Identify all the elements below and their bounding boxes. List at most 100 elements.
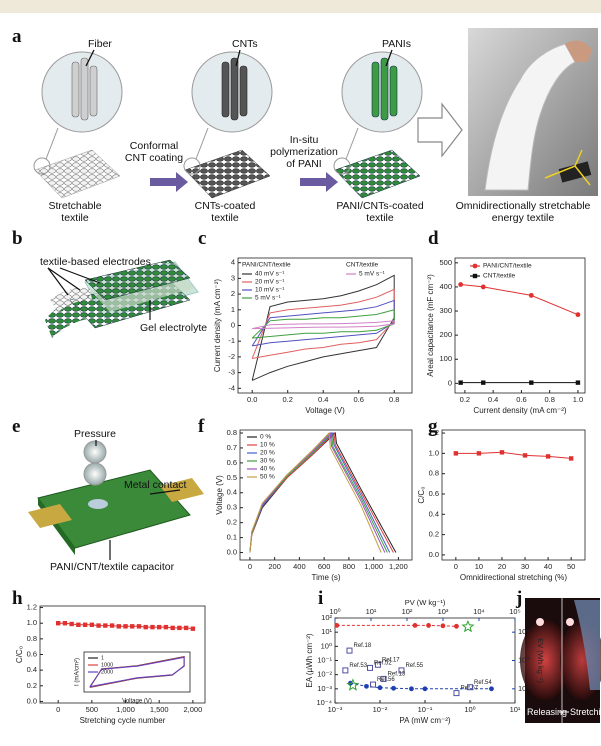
plot-frame	[239, 429, 413, 561]
y-axis-title: C/C₀	[417, 486, 426, 503]
x-axis-title: Time (s)	[311, 573, 340, 582]
marker	[440, 623, 446, 629]
legend-label: 5 mV s⁻¹	[255, 295, 282, 302]
x-tick-label: 1,000	[364, 562, 383, 571]
panel-label: i	[318, 588, 324, 609]
y-axis-title: EA (µWh cm⁻²)	[305, 633, 314, 688]
marker	[374, 661, 381, 668]
callout: PANIs	[382, 38, 411, 50]
legend-label: 20 mV s⁻¹	[255, 279, 285, 286]
y-tick-label: 1.0	[27, 618, 37, 627]
y2-tick-label: 10⁻²	[518, 684, 533, 693]
y-tick-label: -2	[228, 352, 235, 361]
y-tick-label: 0.6	[227, 458, 237, 467]
x-tick-label: 600	[318, 562, 331, 571]
x-axis-title: PA (mW cm⁻²)	[399, 716, 451, 725]
x-tick-label: 500	[86, 705, 99, 714]
marker	[529, 380, 534, 385]
y-tick-label: 1.0	[429, 448, 439, 457]
legend-label: 10 mV s⁻¹	[255, 287, 285, 294]
y-tick-label: 3	[231, 273, 235, 282]
x-tick-label: 10	[475, 562, 483, 571]
panel-label: c	[198, 228, 207, 249]
x-axis-title: Current density (mA cm⁻²)	[473, 406, 566, 415]
panel-label: f	[198, 416, 205, 437]
step-label: Conformal CNT coating	[124, 140, 184, 164]
marker	[370, 681, 377, 688]
caption: Stretchable textile	[48, 200, 102, 224]
label: textile-based electrodes	[40, 256, 151, 268]
y-tick-label: 0.8	[27, 634, 37, 643]
marker	[458, 380, 463, 385]
x-axis-title: Voltage (V)	[122, 699, 152, 705]
y-tick-label: 2	[231, 289, 235, 298]
y-tick-label: 0.7	[227, 443, 237, 452]
point-label: Ref.52	[374, 660, 392, 666]
marker	[472, 273, 478, 279]
panel-label: g	[428, 416, 438, 437]
marker	[69, 621, 74, 627]
x-tick-label: 10¹	[510, 705, 521, 714]
x-tick-label: 10⁰	[464, 705, 475, 714]
label: Gel electrolyte	[140, 322, 208, 334]
panel-b-drawing	[45, 259, 199, 338]
y-tick-label: 0.0	[429, 550, 439, 559]
y-tick-label: 10¹	[321, 627, 332, 636]
marker	[55, 621, 61, 626]
label: Metal contact	[124, 479, 187, 491]
y-tick-label: 0.3	[227, 503, 237, 512]
y-tick-label: 0	[448, 378, 452, 387]
legend-label: CNT/textile	[483, 273, 516, 280]
caption: CNTs-coated textile	[194, 200, 256, 224]
marker	[143, 624, 148, 630]
x2-tick-label: 10⁵	[509, 607, 520, 616]
y-tick-label: 10⁻⁴	[316, 698, 332, 707]
marker	[82, 622, 88, 627]
y-tick-label: 0.2	[429, 530, 439, 539]
legend-label: 40 %	[260, 466, 275, 473]
y-tick-label: 0.8	[227, 428, 237, 437]
x-tick-label: 0.2	[460, 395, 470, 404]
y-tick-label: 10⁻¹	[317, 655, 332, 664]
y-tick-label: 0.4	[429, 509, 439, 518]
caption: PANI/CNTs-coated textile	[336, 200, 424, 224]
y-axis-title: Areal capacitance (mF cm⁻²)	[426, 274, 435, 377]
marker	[409, 686, 414, 692]
point-label: Ref.13	[388, 672, 406, 678]
marker	[575, 312, 581, 318]
marker	[123, 624, 128, 629]
x-tick-label: 0.4	[488, 395, 498, 404]
x-tick-label: 0.2	[282, 395, 292, 404]
x2-tick-label: 10¹	[366, 607, 377, 616]
marker	[458, 282, 464, 287]
x-tick-label: 10⁻¹	[418, 705, 433, 714]
marker	[522, 453, 528, 458]
x-tick-label: 0.4	[318, 395, 328, 404]
series-line	[252, 320, 395, 330]
marker	[157, 624, 162, 630]
legend-label: 5 mV s⁻¹	[359, 271, 386, 278]
marker	[391, 685, 396, 691]
x-tick-label: 1.0	[573, 395, 583, 404]
series-line	[455, 451, 572, 459]
y-tick-label: 1.2	[27, 603, 37, 612]
x-tick-label: 0.8	[389, 395, 399, 404]
y-tick-label: 1.2	[429, 428, 439, 437]
panel-label: e	[12, 416, 21, 437]
point-label: Ref.53	[349, 663, 367, 669]
x-tick-label: 2,000	[183, 705, 202, 714]
x-tick-label: 10⁻³	[328, 705, 343, 714]
marker	[109, 623, 115, 628]
y2-tick-label: 10⁰	[518, 655, 529, 664]
marker	[528, 292, 534, 298]
point-label: Ref.55	[405, 663, 423, 669]
y2-tick-label: 10²	[518, 627, 529, 636]
marker	[170, 625, 175, 631]
y-tick-label: 0.2	[27, 681, 37, 690]
x-tick-label: 0	[454, 562, 458, 571]
x-tick-label: 0.6	[354, 395, 364, 404]
x-tick-label: 400	[293, 562, 306, 571]
legend-label: 0 %	[260, 434, 271, 441]
